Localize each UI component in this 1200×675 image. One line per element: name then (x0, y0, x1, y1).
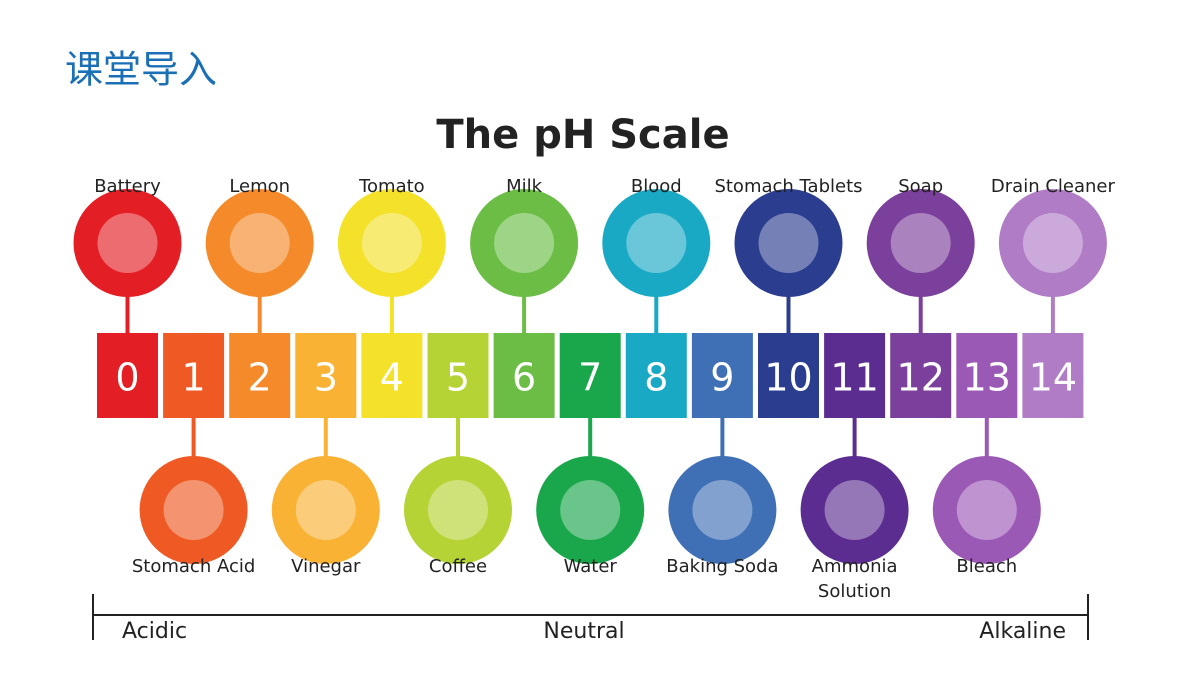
ph-box (758, 333, 819, 418)
item-label: Lemon (229, 176, 290, 197)
item-label: Coffee (429, 556, 487, 577)
item-icon-inner (1022, 213, 1083, 273)
item-icon-inner (295, 480, 356, 540)
ph-value: 6 (512, 356, 536, 400)
item-icon (271, 456, 380, 564)
ph-box (427, 333, 489, 418)
item-icon-inner (229, 213, 290, 273)
ph-box (1022, 333, 1084, 418)
ph-box (229, 333, 291, 418)
item-label: Soap (898, 176, 943, 197)
item-icon-inner (97, 213, 158, 273)
scale-title: The pH Scale (436, 112, 729, 158)
axis-label: Neutral (543, 619, 624, 644)
item-icon-inner (956, 480, 1017, 540)
ph-box (97, 333, 158, 418)
item-label: Stomach Acid (132, 556, 255, 577)
item-label: Tomato (358, 176, 425, 197)
item-icon (404, 456, 512, 564)
slide-title: 课堂导入 (65, 48, 217, 92)
ph-value: 11 (830, 356, 878, 400)
ph-box (493, 333, 555, 418)
item-icon (73, 189, 182, 297)
ph-value: 0 (115, 356, 139, 400)
item-icon-inner (890, 213, 951, 273)
ph-box (956, 333, 1018, 418)
item-label: Milk (506, 176, 543, 197)
ph-box (890, 333, 952, 418)
item-icon-inner (692, 480, 753, 540)
item-icon (734, 189, 843, 297)
ph-value: 8 (644, 356, 668, 400)
item-label: Blood (631, 176, 682, 197)
item-icon (205, 189, 314, 297)
ph-value: 1 (182, 356, 206, 400)
ph-value: 14 (1029, 356, 1077, 400)
item-icon (470, 189, 579, 297)
item-label: Ammonia (812, 556, 898, 577)
item-label: Battery (94, 176, 161, 197)
item-icon-inner (494, 213, 555, 273)
item-icon (536, 456, 645, 564)
item-icon-inner (758, 213, 819, 273)
item-icon-inner (428, 480, 488, 540)
item-icon (800, 456, 909, 564)
item-label: Drain Cleaner (991, 176, 1116, 197)
axis-label: Acidic (122, 619, 187, 644)
item-icon (932, 456, 1041, 564)
item-icon (139, 456, 248, 564)
ph-value: 10 (764, 356, 812, 400)
ph-value: 9 (710, 356, 734, 400)
item-label: Vinegar (291, 556, 361, 577)
item-label: Solution (818, 581, 891, 602)
ph-value: 5 (446, 356, 470, 400)
item-label: Bleach (956, 556, 1017, 577)
item-label: Water (564, 556, 618, 577)
item-icon-inner (361, 213, 422, 273)
item-icon (998, 189, 1107, 297)
item-label: Stomach Tablets (714, 176, 862, 197)
item-icon-inner (626, 213, 687, 273)
axis-label: Alkaline (979, 619, 1066, 644)
ph-box (295, 333, 357, 418)
item-icon (668, 456, 777, 564)
item-icon-inner (824, 480, 885, 540)
item-icon (337, 189, 446, 297)
ph-box (691, 333, 753, 418)
ph-value: 13 (963, 356, 1011, 400)
ph-value: 12 (897, 356, 945, 400)
ph-box (625, 333, 687, 418)
ph-value: 4 (380, 356, 404, 400)
ph-value: 2 (248, 356, 272, 400)
item-icon-inner (560, 480, 621, 540)
item-label: Baking Soda (666, 556, 778, 577)
item-icon (866, 189, 975, 297)
ph-value: 7 (578, 356, 602, 400)
ph-box (163, 333, 225, 418)
item-icon (602, 189, 711, 297)
ph-box (559, 333, 621, 418)
ph-value: 3 (314, 356, 338, 400)
ph-box (824, 333, 886, 418)
item-icon-inner (163, 480, 224, 540)
ph-box (361, 333, 423, 418)
